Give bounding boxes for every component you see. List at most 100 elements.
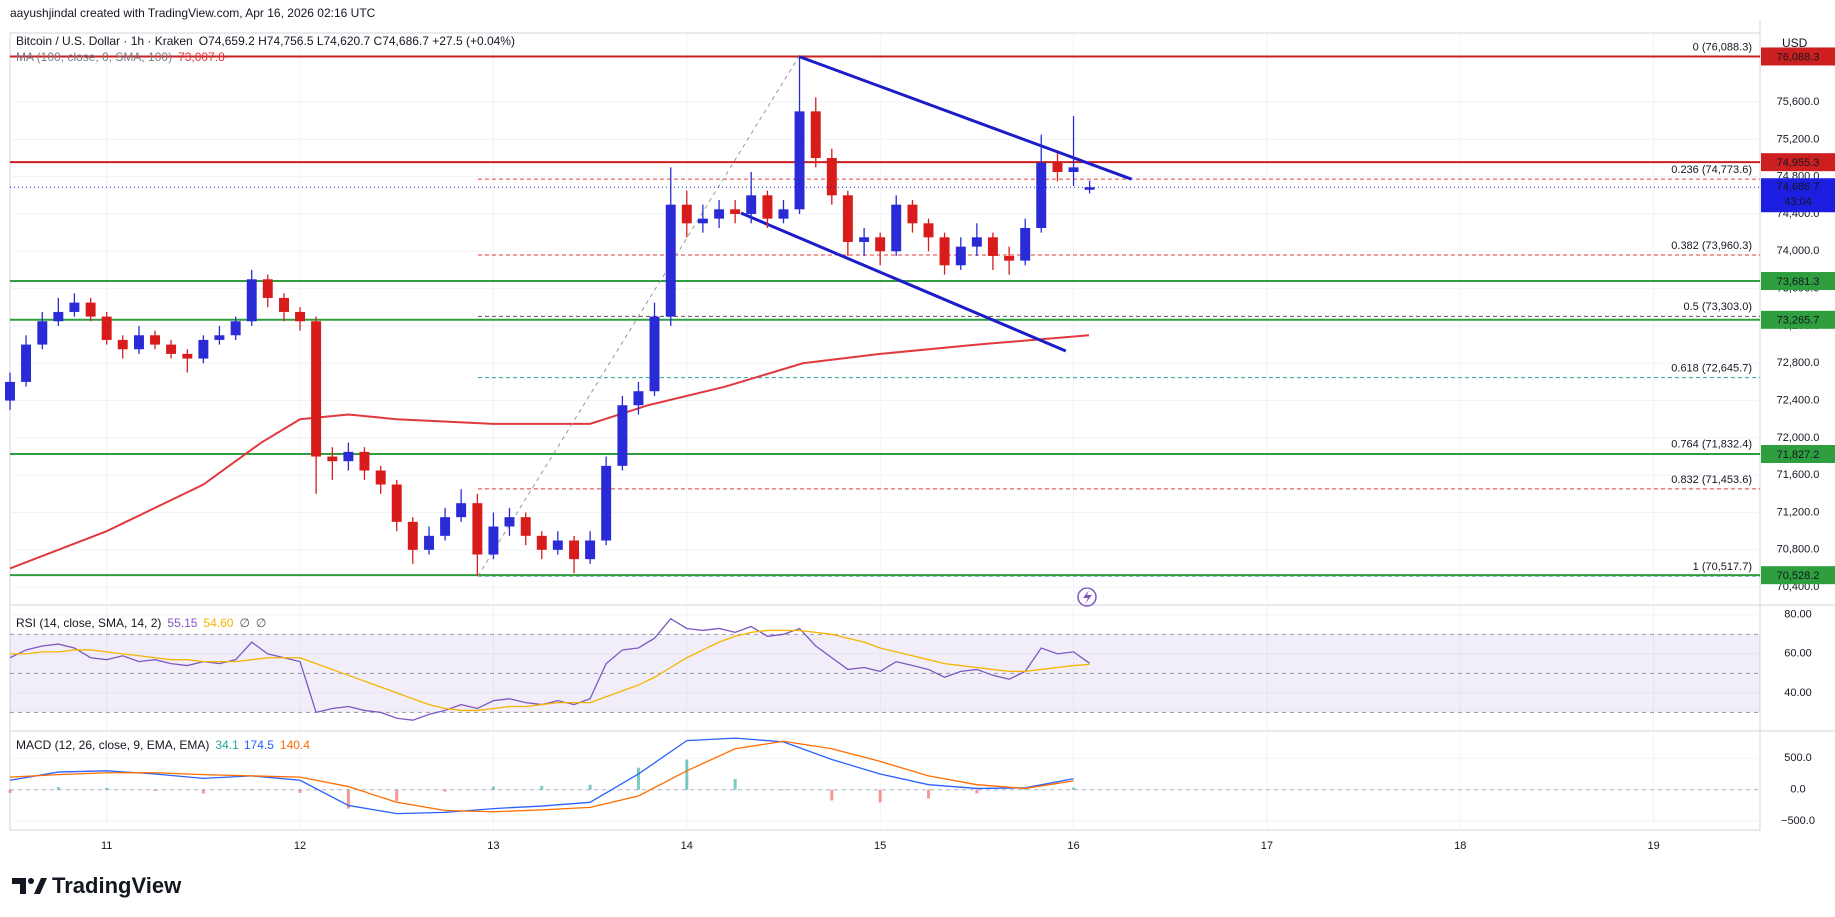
- histogram-bar: [105, 787, 109, 790]
- price-tag-label: 76,088.3: [1777, 51, 1820, 63]
- histogram-bar: [201, 789, 205, 794]
- histogram-bar: [443, 789, 447, 792]
- candle-body: [859, 237, 870, 242]
- y-tick-label: 0.0: [1790, 784, 1805, 796]
- candle-body: [842, 195, 853, 242]
- candle-body: [246, 279, 257, 322]
- x-tick-label: 11: [101, 840, 112, 852]
- x-tick-label: 17: [1261, 840, 1273, 852]
- legend: MACD (12, 26, close, 9, EMA, EMA) 34.1 174…: [16, 738, 310, 752]
- countdown-label: 43:04: [1784, 196, 1812, 208]
- macd-line: [9, 740, 1074, 813]
- legend: MA (100, close, 0, SMA, 100) 73,007.8: [16, 50, 225, 64]
- candle-body: [794, 111, 805, 210]
- x-tick-label: 15: [874, 840, 886, 852]
- candle-body: [730, 209, 741, 214]
- trendline: [740, 211, 1067, 353]
- price-tag: [1761, 566, 1835, 585]
- price-tag-label: 73,681.3: [1777, 276, 1820, 288]
- fib-label: 1 (70,517.7): [1693, 561, 1752, 573]
- histogram-bar: [685, 759, 689, 790]
- candle-body: [778, 209, 789, 219]
- candle-body: [230, 321, 241, 336]
- candle-body: [971, 237, 982, 247]
- candle-body: [134, 335, 144, 350]
- candle-body: [37, 321, 48, 345]
- legend-item: 73,007.8: [178, 50, 225, 64]
- currency-label: USD: [1782, 36, 1808, 50]
- candle-body: [939, 237, 950, 266]
- candle-body: [681, 204, 692, 224]
- trendline: [477, 56, 800, 577]
- price-tag-label: 74,686.7: [1777, 181, 1820, 193]
- candle-body: [375, 470, 386, 485]
- histogram-bar: [298, 789, 302, 793]
- candle-body: [391, 484, 402, 522]
- candle-body: [875, 237, 886, 252]
- y-tick-label: 75,200.0: [1777, 133, 1820, 145]
- price-tag-label: 71,827.2: [1777, 449, 1820, 461]
- candle-body: [1004, 255, 1015, 261]
- candle-body: [53, 311, 64, 322]
- candle-body: [262, 279, 273, 298]
- histogram-bar: [878, 789, 882, 803]
- candle-body: [1068, 167, 1079, 173]
- lightning-icon: [1077, 587, 1097, 607]
- y-tick-label: 40.00: [1784, 687, 1812, 699]
- candle-body: [101, 316, 112, 340]
- price-tag: [1761, 444, 1835, 463]
- candle-body: [923, 223, 934, 238]
- candle-body: [69, 302, 80, 312]
- candle-body: [907, 204, 918, 224]
- candle-body: [504, 517, 515, 527]
- price-tag: [1761, 178, 1835, 213]
- candle-body: [5, 381, 15, 401]
- candle-body: [1036, 162, 1047, 228]
- legend-item: 140.4: [280, 738, 310, 752]
- legend: RSI (14, close, SMA, 14, 2) 55.15 54.60 ∅ ∅: [16, 616, 266, 630]
- histogram-bar: [540, 785, 544, 790]
- candle-body: [407, 521, 418, 550]
- candle-body: [1084, 187, 1095, 190]
- histogram-bar: [56, 787, 60, 790]
- histogram-bar: [588, 784, 592, 790]
- candle-body: [520, 517, 531, 536]
- x-tick-label: 16: [1067, 840, 1079, 852]
- legend-item: MACD (12, 26, close, 9, EMA, EMA): [16, 738, 209, 752]
- y-tick-label: 72,800.0: [1777, 357, 1820, 369]
- candle-body: [633, 391, 644, 406]
- candle-body: [1052, 162, 1063, 173]
- histogram-bar: [1023, 789, 1027, 790]
- candle-body: [826, 158, 837, 196]
- candle-body: [150, 335, 161, 345]
- y-tick-label: 74,000.0: [1777, 245, 1820, 257]
- candle-body: [955, 246, 966, 266]
- candle-body: [456, 503, 467, 518]
- logo-text: TradingView: [52, 873, 182, 898]
- x-tick-label: 13: [487, 840, 499, 852]
- fib-label: 0.832 (71,453.6): [1671, 474, 1752, 486]
- candle-body: [601, 465, 612, 541]
- legend-item: 55.15: [167, 616, 197, 630]
- candle-body: [359, 451, 370, 471]
- histogram-bar: [8, 789, 12, 793]
- histogram-bar: [927, 789, 931, 799]
- histogram-bar: [153, 789, 157, 791]
- candle-body: [552, 540, 563, 550]
- candle-body: [987, 237, 998, 256]
- candle-body: [311, 321, 322, 457]
- y-tick-label: 75,600.0: [1777, 96, 1820, 108]
- legend-item: O74,659.2 H74,756.5 L74,620.7 C74,686.7 …: [199, 34, 515, 48]
- legend-item: RSI (14, close, SMA, 14, 2): [16, 616, 161, 630]
- candle-body: [762, 195, 773, 219]
- price-tag-label: 74,955.3: [1777, 157, 1820, 169]
- candle-body: [279, 297, 289, 312]
- y-tick-label: 500.0: [1784, 752, 1812, 764]
- y-tick-label: 71,200.0: [1777, 506, 1820, 518]
- price-tag: [1761, 153, 1835, 172]
- candle-body: [166, 344, 177, 354]
- y-tick-label: 72,400.0: [1777, 394, 1820, 406]
- candle-body: [810, 111, 821, 159]
